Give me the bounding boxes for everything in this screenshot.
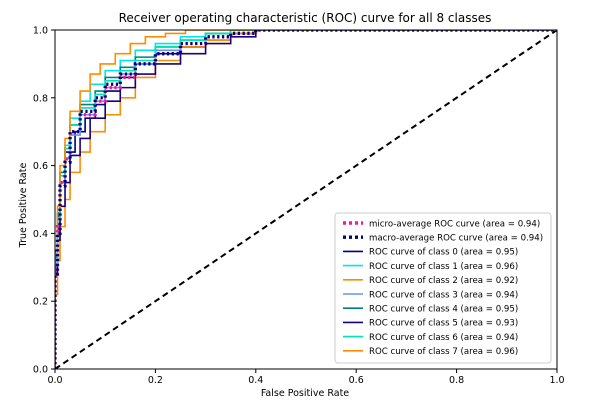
plot-frame (54, 29, 558, 370)
x-tick-label: 0.8 (449, 375, 464, 386)
legend-entry: micro-average ROC curve (area = 0.94) (369, 219, 540, 229)
y-tick-label: 0.0 (33, 365, 48, 376)
x-axis: 0.0 0.2 0.4 0.6 0.8 1.0 (47, 369, 565, 386)
y-tick-label: 0.2 (33, 297, 48, 308)
y-tick-label: 0.6 (33, 161, 48, 172)
y-tick-label: 0.4 (33, 229, 48, 240)
x-tick-label: 0.6 (349, 375, 364, 386)
legend-box (334, 212, 552, 364)
x-tick-label: 0.4 (248, 375, 263, 386)
plot-area (55, 30, 557, 369)
y-axis: 0.0 0.2 0.4 0.6 0.8 1.0 (33, 26, 55, 376)
legend-entry: ROC curve of class 6 (area = 0.94) (369, 333, 518, 343)
legend-entry: ROC curve of class 1 (area = 0.96) (369, 262, 518, 272)
legend-entry: macro-average ROC curve (area = 0.94) (369, 234, 543, 244)
y-axis-label: True Positive Rate (18, 163, 29, 249)
series-line-4 (55, 30, 557, 369)
x-axis-label: False Positive Rate (261, 388, 349, 399)
x-tick-label: 0.0 (47, 375, 62, 386)
legend-entry: ROC curve of class 5 (area = 0.93) (369, 319, 518, 329)
legend: micro-average ROC curve (area = 0.94) mac… (334, 212, 552, 364)
x-tick-label: 0.2 (148, 375, 163, 386)
legend-entry: ROC curve of class 0 (area = 0.95) (369, 248, 518, 258)
y-tick-label: 1.0 (33, 26, 48, 37)
legend-entry: ROC curve of class 2 (area = 0.92) (369, 276, 518, 286)
reference-diagonal-line (55, 30, 557, 369)
x-tick-label: 1.0 (549, 375, 564, 386)
chart-title: Receiver operating characteristic (ROC) … (119, 11, 492, 25)
legend-entry: ROC curve of class 3 (area = 0.94) (369, 290, 518, 300)
legend-entry: ROC curve of class 7 (area = 0.96) (369, 347, 518, 357)
series-line-7 (55, 30, 557, 369)
legend-entry: ROC curve of class 4 (area = 0.95) (369, 305, 518, 315)
series-line-1 (55, 30, 557, 369)
y-tick-label: 0.8 (33, 93, 48, 104)
